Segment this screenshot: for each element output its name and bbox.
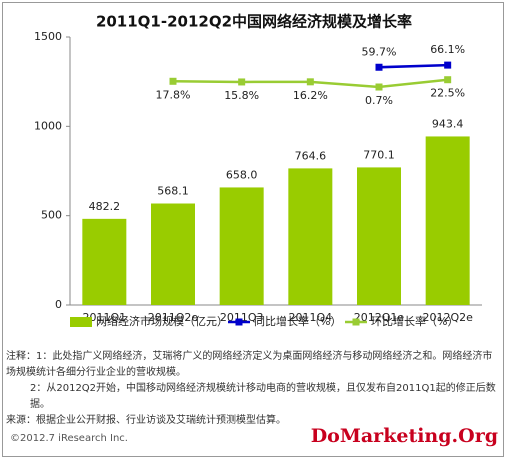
line-marker — [169, 77, 177, 85]
data-label: 66.1% — [430, 43, 465, 56]
bar — [288, 168, 333, 305]
y-tick-label: 500 — [41, 209, 62, 222]
chart-title: 2011Q1-2012Q2中国网络经济规模及增长率 — [96, 13, 412, 31]
data-label: 16.2% — [293, 89, 328, 102]
legend-swatch — [235, 318, 243, 326]
notes: 注释：1：此处指广义网络经济，艾瑞将广义的网络经济定义为桌面网络经济与移动网络经… — [6, 349, 500, 429]
bar — [151, 203, 195, 305]
data-label: 0.7% — [365, 94, 393, 107]
legend-swatch — [352, 318, 360, 326]
bar — [82, 218, 127, 305]
note: 来源：根据企业公开财报、行业访谈及艾瑞统计预测模型估算。 — [6, 415, 286, 426]
frame — [2, 2, 504, 457]
line-marker — [306, 78, 314, 86]
y-tick-label: 0 — [55, 298, 62, 311]
line-marker — [444, 61, 452, 69]
line-marker — [444, 76, 452, 84]
legend-label: 网络经济市场规模（亿元） — [96, 314, 228, 328]
x-tick-label: 2011Q1 — [83, 311, 127, 324]
data-label: 770.1 — [363, 148, 395, 161]
y-tick-label: 1000 — [34, 119, 62, 132]
line — [378, 63, 448, 69]
watermark: DoMarketing.Org — [310, 425, 498, 447]
x-tick-label: 2011Q2e — [148, 311, 199, 324]
data-label: 17.8% — [156, 88, 191, 101]
legend-label: 同比增长率（%） — [254, 314, 341, 328]
line-marker — [375, 83, 383, 91]
chart: 2011Q1-2012Q2中国网络经济规模及增长率 0 500 1000 1500 20… — [34, 13, 482, 328]
copyright: ©2012.7 iResearch Inc. — [10, 433, 128, 444]
note: 2：从2012Q2开始，中国移动网络经济规模统计移动电商的营收规模，且仅发布自2… — [30, 383, 496, 410]
line-marker — [375, 63, 383, 71]
legend-label: 环比增长率（%） — [371, 314, 458, 328]
bar — [357, 167, 401, 305]
bar — [425, 136, 470, 305]
data-label: 568.1 — [157, 184, 189, 197]
line-marker — [238, 78, 246, 86]
data-label: 482.2 — [89, 200, 121, 213]
data-label: 764.6 — [295, 149, 327, 162]
data-label: 658.0 — [226, 168, 258, 181]
bar — [219, 187, 264, 305]
data-label: 59.7% — [362, 45, 397, 58]
x-tick-label: 2012Q2e — [422, 311, 473, 324]
data-label: 15.8% — [224, 89, 259, 102]
data-label: 943.4 — [432, 117, 464, 130]
note: 注释：1：此处指广义网络经济，艾瑞将广义的网络经济定义为桌面网络经济与移动网络经… — [6, 351, 493, 378]
x-tick-label: 2011Q4 — [289, 311, 333, 324]
data-label: 22.5% — [430, 87, 465, 100]
y-tick-label: 1500 — [34, 30, 62, 43]
legend-swatch — [70, 317, 92, 327]
